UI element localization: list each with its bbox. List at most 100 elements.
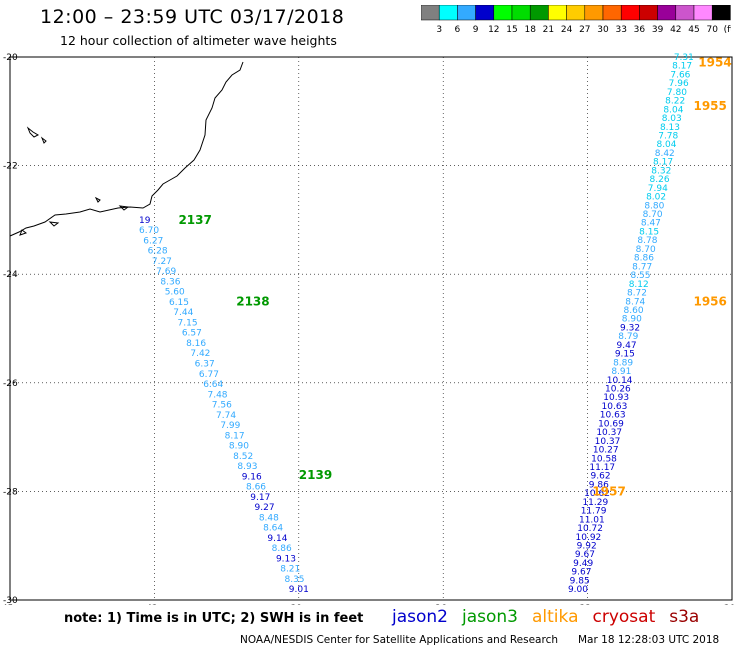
swh-label: 8.17 bbox=[653, 158, 673, 168]
swh-label: 7.42 bbox=[190, 349, 210, 359]
swh-label: 11.01 bbox=[579, 515, 605, 525]
chart-title: 12:00 – 23:59 UTC 03/17/2018 bbox=[40, 6, 345, 28]
scale-label: 12 bbox=[488, 25, 499, 35]
swh-label: 6.77 bbox=[199, 370, 219, 380]
scale-label: 33 bbox=[615, 25, 626, 35]
swh-label: 8.90 bbox=[229, 442, 249, 452]
swh-label: 6.57 bbox=[182, 329, 202, 339]
scale-label: 3 bbox=[436, 25, 442, 35]
swh-label: 8.15 bbox=[639, 227, 659, 237]
x-tick-label: -33 bbox=[576, 604, 591, 605]
y-tick-label: -26 bbox=[3, 379, 18, 389]
coastline-island bbox=[40, 136, 47, 144]
swh-label: 7.48 bbox=[207, 390, 227, 400]
swh-label: 8.47 bbox=[641, 219, 661, 229]
swh-label: 8.12 bbox=[629, 280, 649, 290]
swh-label: 6.64 bbox=[203, 380, 223, 390]
swh-label: 6.28 bbox=[148, 247, 168, 257]
swh-label: 10.63 bbox=[602, 402, 628, 412]
swh-label: 8.32 bbox=[651, 166, 671, 176]
y-tick-label: -28 bbox=[3, 487, 18, 497]
scale-label: 39 bbox=[652, 25, 664, 35]
scale-label: 70 bbox=[706, 25, 718, 35]
scale-label: 21 bbox=[543, 25, 554, 35]
swh-label: 8.74 bbox=[625, 297, 645, 307]
swh-label: 8.72 bbox=[627, 289, 647, 299]
swh-label: 10.72 bbox=[577, 524, 603, 534]
swh-label: 6.27 bbox=[143, 236, 163, 246]
swh-label: 7.56 bbox=[212, 401, 232, 411]
swh-label: 10.93 bbox=[603, 393, 629, 403]
pass-time-label: 1956 bbox=[693, 294, 726, 308]
swh-label: 7.74 bbox=[216, 411, 236, 421]
coastline-path bbox=[9, 61, 244, 237]
x-tick-label: -30 bbox=[721, 604, 736, 605]
swh-label: 8.04 bbox=[656, 140, 676, 150]
footnote: note: 1) Time is in UTC; 2) SWH is in fe… bbox=[64, 611, 364, 626]
swh-label: 8.21 bbox=[280, 565, 300, 575]
scale-label: 18 bbox=[524, 25, 536, 35]
x-tick-label: -39 bbox=[287, 604, 302, 605]
swh-label: 10.62 bbox=[584, 489, 610, 499]
grid-lines bbox=[10, 57, 732, 600]
mission-legend: jason2 jason3 altika cryosat s3a bbox=[392, 607, 713, 627]
swh-label: 8.64 bbox=[263, 524, 283, 534]
swh-label: 8.42 bbox=[655, 149, 675, 159]
swh-label: 9.00 bbox=[568, 585, 588, 595]
scale-label: 36 bbox=[634, 25, 646, 35]
chart-subtitle: 12 hour collection of altimeter wave hei… bbox=[60, 33, 337, 48]
swh-label: 8.93 bbox=[237, 462, 257, 472]
x-tick-label: -42 bbox=[143, 604, 158, 605]
credit: NOAA/NESDIS Center for Satellite Applica… bbox=[240, 634, 558, 646]
coastline-island bbox=[118, 205, 130, 211]
swh-label: 8.86 bbox=[634, 254, 654, 264]
swh-label: 9.47 bbox=[617, 341, 637, 351]
swh-label: 8.35 bbox=[284, 575, 304, 585]
swh-label: 6.15 bbox=[169, 298, 189, 308]
plot-frame bbox=[9, 56, 733, 601]
swh-label: 8.17 bbox=[672, 62, 692, 72]
swh-label: 7.66 bbox=[670, 70, 690, 80]
swh-label: 10.37 bbox=[595, 437, 621, 447]
swh-label: 11.17 bbox=[589, 463, 615, 473]
coastline-island bbox=[19, 229, 28, 236]
swh-label: 9.01 bbox=[289, 585, 309, 595]
swh-label: 10.14 bbox=[607, 376, 633, 386]
scale-label: 9 bbox=[473, 25, 479, 35]
y-tick-label: -20 bbox=[3, 53, 18, 63]
swh-label: 7.94 bbox=[648, 184, 668, 194]
y-tick-label: -24 bbox=[3, 270, 18, 280]
swh-label: 8.48 bbox=[259, 513, 279, 523]
swh-label: 10.63 bbox=[600, 411, 626, 421]
swh-label: 10.27 bbox=[593, 446, 619, 456]
swh-label: 8.79 bbox=[618, 332, 638, 342]
swh-label: 8.70 bbox=[636, 245, 656, 255]
pass-time-label: 2138 bbox=[236, 294, 269, 308]
swh-label: 8.66 bbox=[246, 483, 266, 493]
swh-label: 9.86 bbox=[589, 480, 609, 490]
swh-label: 11.79 bbox=[581, 507, 607, 517]
swh-label: 8.26 bbox=[650, 175, 670, 185]
pass-time-label: 1955 bbox=[693, 99, 726, 113]
pass-time-label: 1957 bbox=[592, 484, 625, 498]
swh-label: 7.44 bbox=[173, 308, 193, 318]
scale-label: 15 bbox=[506, 25, 517, 35]
swh-label: 8.80 bbox=[644, 201, 664, 211]
wave-height-chart: -45-42-39-36-33-30-20-22-24-26-28-30 196… bbox=[0, 53, 736, 605]
pass-time-label: 1954 bbox=[698, 55, 731, 69]
swh-label: 9.15 bbox=[615, 350, 635, 360]
coastline bbox=[9, 61, 244, 237]
swh-label: 8.02 bbox=[646, 193, 666, 203]
x-tick-label: -45 bbox=[0, 604, 13, 605]
pass-time-label: 2139 bbox=[299, 468, 332, 482]
swh-label: 7.80 bbox=[667, 88, 687, 98]
swh-label: 9.67 bbox=[571, 568, 591, 578]
swh-label: 9.16 bbox=[242, 472, 262, 482]
coastline-island bbox=[94, 196, 101, 203]
swh-label: 9.17 bbox=[250, 493, 270, 503]
swh-label: 9.14 bbox=[267, 534, 287, 544]
scale-label: 42 bbox=[670, 25, 681, 35]
mission-legend-item: s3a bbox=[669, 607, 700, 627]
swh-label: 7.96 bbox=[669, 79, 689, 89]
scale-label: 27 bbox=[579, 25, 590, 35]
